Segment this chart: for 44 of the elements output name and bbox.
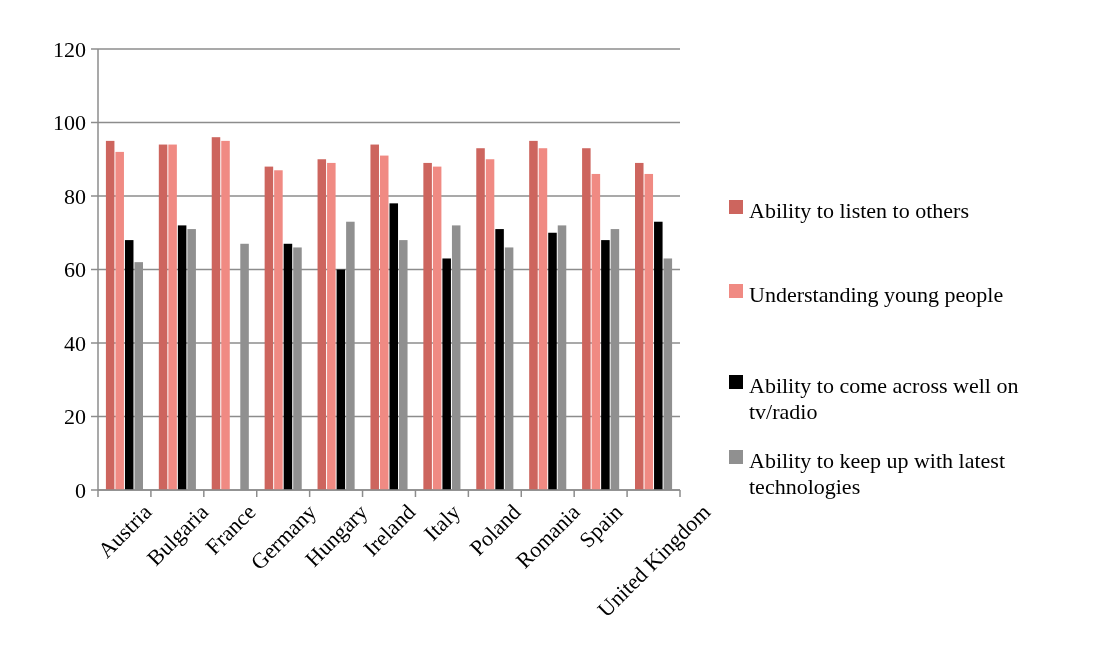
bar xyxy=(379,155,389,490)
bar xyxy=(211,137,221,490)
y-tick-label: 100 xyxy=(53,110,86,136)
bar xyxy=(601,240,610,490)
bar xyxy=(432,166,442,490)
bar xyxy=(582,148,591,490)
bar xyxy=(336,269,346,490)
bar xyxy=(654,221,663,490)
y-tick-label: 0 xyxy=(75,477,86,503)
bar xyxy=(221,140,230,490)
bar xyxy=(168,144,177,490)
bar xyxy=(264,166,274,490)
legend-label: Ability to listen to others xyxy=(749,197,969,223)
bar xyxy=(644,173,654,490)
bar xyxy=(283,243,293,490)
y-tick-label: 20 xyxy=(64,404,86,430)
bar xyxy=(423,162,432,490)
y-tick-label: 60 xyxy=(64,257,86,283)
bar xyxy=(124,240,134,490)
y-tick-label: 40 xyxy=(64,330,86,356)
x-tick-label: Italy xyxy=(418,499,466,546)
bar xyxy=(635,162,644,490)
y-tick-label: 80 xyxy=(64,183,86,209)
bar xyxy=(476,148,485,490)
bar xyxy=(485,159,495,490)
bar xyxy=(274,170,283,490)
legend-label: Ability to come across well on tv/radio xyxy=(749,372,1019,425)
bar xyxy=(495,229,504,490)
bar xyxy=(177,225,187,490)
bar xyxy=(370,144,379,490)
bar xyxy=(158,144,168,490)
legend-label: Ability to keep up with latest technologies xyxy=(749,447,1006,500)
bar xyxy=(389,203,399,490)
bar xyxy=(529,140,538,490)
bar xyxy=(538,148,548,490)
bar xyxy=(591,173,601,490)
bar xyxy=(115,151,124,490)
bar xyxy=(442,258,451,490)
bar xyxy=(327,162,336,490)
legend-label: Understanding young people xyxy=(749,281,1004,307)
y-tick-label: 120 xyxy=(53,36,86,62)
bar xyxy=(548,232,557,490)
bar xyxy=(317,159,327,490)
bar xyxy=(105,140,115,490)
